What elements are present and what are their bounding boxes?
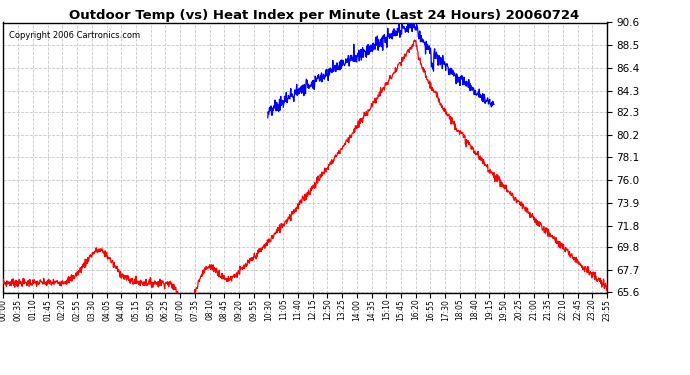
Text: Copyright 2006 Cartronics.com: Copyright 2006 Cartronics.com	[10, 31, 141, 40]
Text: Outdoor Temp (vs) Heat Index per Minute (Last 24 Hours) 20060724: Outdoor Temp (vs) Heat Index per Minute …	[69, 9, 580, 22]
